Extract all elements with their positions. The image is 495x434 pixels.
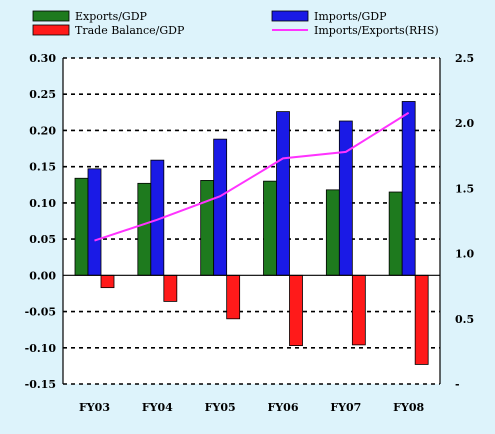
left-tick-label: 0.10 [29,197,56,210]
gridlines [63,57,440,385]
x-tick-label: FY03 [79,401,110,414]
bar-exports-gdp-fy05 [200,180,215,276]
legend-swatch-trade-balance-gdp [32,24,70,36]
left-tick-label: 0.15 [29,161,56,174]
plot-area [63,58,440,384]
bar-imports-gdp-fy08 [401,101,416,276]
right-tick-label: - [455,378,460,391]
bar-exports-gdp-fy03 [74,177,89,276]
left-tick-label: -0.05 [25,306,56,319]
right-tick-label: 2.0 [455,117,474,130]
bar-trade-balance-gdp-fy08 [414,274,429,365]
bar-trade-balance-gdp-fy04 [163,274,178,302]
bars [74,101,429,365]
legend-swatch-exports-gdp [32,10,70,22]
bar-exports-gdp-fy08 [388,191,403,276]
x-tick-label: FY08 [393,401,424,414]
left-tick-label: -0.15 [25,378,56,391]
legend: Exports/GDP Imports/GDP Trade Balance/GDP I… [32,10,439,37]
legend-label-imports-gdp: Imports/GDP [314,10,387,23]
right-tick-label: 0.5 [455,313,474,326]
bar-exports-gdp-fy04 [137,182,152,276]
bar-exports-gdp-fy06 [263,180,277,276]
bar-trade-balance-gdp-fy07 [351,274,366,346]
left-tick-label: 0.20 [29,124,56,137]
bar-imports-gdp-fy03 [87,168,102,276]
legend-label-trade-balance-gdp: Trade Balance/GDP [75,24,185,37]
legend-swatch-imports-gdp [271,10,309,22]
right-tick-label: 1.0 [455,248,474,261]
left-tick-labels: 0.30 0.25 0.20 0.15 0.10 0.05 0.00 -0.05 -0.10 -0… [25,52,57,391]
bar-trade-balance-gdp-fy06 [289,274,303,347]
right-tick-label: 2.5 [455,52,474,65]
bar-trade-balance-gdp-fy05 [226,274,241,320]
bar-imports-gdp-fy05 [213,138,228,276]
bar-imports-gdp-fy07 [338,120,353,276]
bar-imports-gdp-fy06 [276,111,290,276]
left-tick-label: 0.00 [29,269,56,282]
right-tick-labels: 2.5 2.0 1.5 1.0 0.5 - [455,52,474,391]
left-tick-label: 0.05 [29,233,56,246]
right-tick-label: 1.5 [455,182,474,195]
left-tick-label: -0.10 [25,342,57,355]
left-tick-label: 0.30 [29,52,56,65]
bar-trade-balance-gdp-fy03 [100,274,115,289]
legend-label-exports-gdp: Exports/GDP [75,10,148,23]
x-tick-label: FY04 [142,401,173,414]
legend-label-imports-exports-rhs: Imports/Exports(RHS) [314,24,439,37]
bar-exports-gdp-fy07 [325,189,340,276]
x-tick-labels: FY03 FY04 FY05 FY06 FY07 FY08 [79,401,424,414]
x-tick-label: FY05 [205,401,236,414]
x-tick-label: FY07 [330,401,361,414]
line-series-imports-exports [94,111,410,242]
x-tick-label: FY06 [268,401,299,414]
left-tick-label: 0.25 [29,88,56,101]
